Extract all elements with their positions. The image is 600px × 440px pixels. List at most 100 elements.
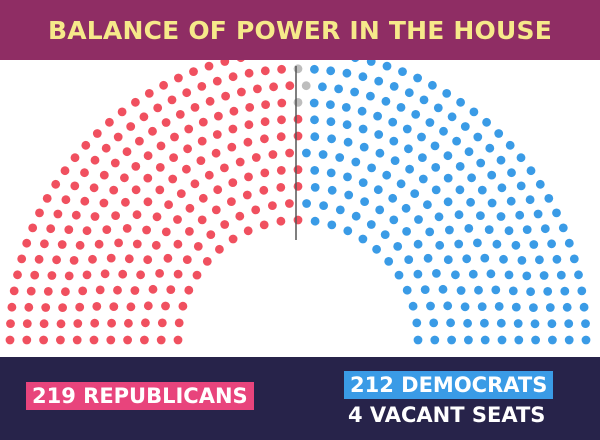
republican-seat [259,185,269,195]
republican-seat [82,270,92,280]
republican-seat [244,68,254,78]
democrat-seat [460,122,470,131]
democrat-seat [497,335,507,345]
republican-seat [117,107,127,117]
vacant-seat [293,64,303,74]
republican-seat [204,61,214,71]
democrat-seat [310,64,319,74]
republican-seat [39,335,48,345]
democrat-seat [382,61,392,71]
republican-seat [245,103,255,112]
democrat-seat [494,129,504,138]
democrat-seat [460,302,470,312]
republican-seat [173,269,183,279]
democrat-seat [447,335,456,345]
democrat-seat [469,107,479,117]
republican-seat [151,240,161,250]
democrat-seat [496,318,506,328]
republican-seat [126,122,136,131]
democrat-seat [302,148,311,158]
democrat-seat [522,225,532,235]
republican-seat [164,200,174,210]
democrat-seat [486,269,496,279]
republican-seat [39,319,49,329]
democrat-seat [413,335,423,345]
republican-seat [268,150,278,159]
democrat-seat [507,168,516,178]
democrat-seat [474,285,483,295]
democrat-seat [360,197,369,207]
republican-seat [75,240,85,250]
republican-seat [30,270,40,280]
republican-seat [51,179,61,189]
democrat-seat [533,209,543,219]
republican-seat [34,254,44,264]
republican-seat [202,257,212,266]
democrat-seat [564,238,574,248]
republican-seat [131,162,141,171]
democrat-seat [464,335,473,345]
republican-seat [260,168,270,178]
democrat-seat [499,254,508,264]
republican-seat [237,87,246,97]
democrat-seat [516,153,526,163]
republican-seat [140,335,149,345]
democrat-seat [529,240,539,249]
republican-seat [72,335,82,345]
republican-seat [5,335,15,345]
democrat-seat [530,319,540,329]
democrat-seat [433,103,443,113]
democrat-seat [513,319,523,328]
democrat-seat [462,254,472,264]
republican-seat [228,178,238,187]
democrat-seat [492,239,502,249]
democrat-seat [431,163,441,172]
democrat-seat [357,106,367,116]
democrat-seat [326,168,336,178]
republican-seat [206,230,216,240]
democrat-seat [384,257,394,266]
democrat-seat [366,91,375,101]
democrat-seat [577,286,587,296]
republican-seat [43,287,53,296]
republican-seat [196,156,206,165]
republican-seat [89,335,99,345]
republican-seat [26,286,36,296]
republican-seat [94,239,104,249]
democrat-seat [430,141,440,151]
democrat-seat [487,170,497,180]
democrat-seat [374,76,384,86]
democrat-seat [558,223,568,233]
democrat-seat [480,253,490,263]
republican-seat [251,205,261,215]
republican-seat [293,182,303,191]
republican-seat [82,226,92,236]
democrat-seat [388,193,398,203]
vacant-seat [301,81,311,91]
republican-seat [197,215,207,225]
header-bar: BALANCE OF POWER IN THE HOUSE [0,0,600,60]
democrat-seat [484,225,494,235]
democrat-seat [569,254,579,264]
republican-seat [173,335,183,345]
republican-seat [260,66,270,76]
republican-seat [268,201,277,211]
democrat-seat [476,211,485,221]
republican-seat [70,153,80,163]
democrat-seat [526,166,536,176]
democrat-seat [456,286,466,295]
democrat-seat [388,117,398,127]
democrat-seat [540,224,550,234]
democrat-seat [439,126,448,136]
republican-seat [227,197,236,207]
parliament-hemicycle [5,47,591,345]
democrat-seat [548,335,557,345]
republican-seat [293,165,303,174]
democrat-seat [525,195,535,205]
democrat-seat [326,100,335,109]
democrat-seat [423,200,432,210]
republican-seat [251,153,261,162]
democrat-seat [344,190,354,200]
democrat-seat [404,88,414,98]
democrat-seat [494,302,504,311]
